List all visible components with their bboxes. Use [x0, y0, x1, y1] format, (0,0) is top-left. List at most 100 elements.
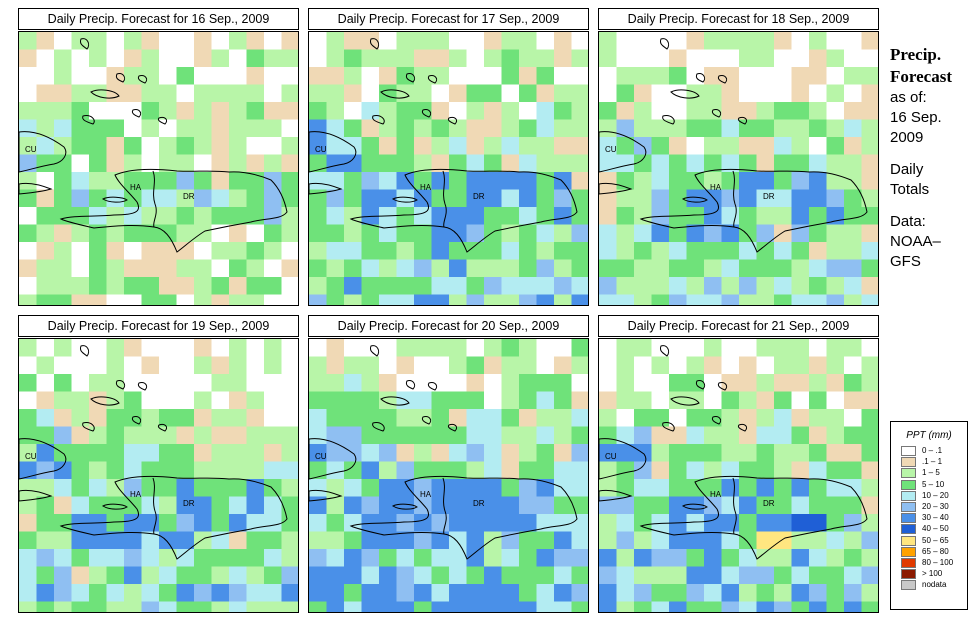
grid-cell	[379, 356, 397, 375]
bahamas-island	[370, 38, 380, 50]
grid-cell	[36, 242, 55, 260]
grid-cell	[396, 224, 415, 243]
grid-cell	[669, 172, 687, 190]
grid-cell	[19, 514, 37, 532]
grid-cell	[634, 391, 652, 410]
grid-cell	[686, 479, 705, 497]
grid-cell	[739, 549, 757, 567]
grid-cell	[159, 584, 177, 602]
grid-cell	[124, 277, 142, 295]
grid-cell	[536, 102, 555, 120]
grid-cell	[651, 479, 670, 497]
grid-cell	[36, 496, 55, 515]
grid-cell	[774, 479, 792, 497]
grid-cell	[466, 119, 485, 138]
grid-cell	[704, 374, 722, 392]
grid-cell	[89, 356, 107, 375]
grid-cell	[141, 444, 160, 462]
legend-item: 30 – 40	[891, 513, 967, 524]
grid-cell	[176, 426, 195, 445]
grid-cell	[704, 549, 722, 567]
legend-item: 0 – .1	[891, 446, 967, 457]
grid-cell	[246, 84, 265, 103]
caption-data: Data:	[890, 213, 926, 230]
grid-cell	[36, 137, 55, 155]
legend-label: 50 – 65	[922, 535, 949, 545]
grid-cell	[519, 339, 537, 357]
grid-cell	[431, 496, 450, 515]
bahamas-island	[447, 117, 458, 125]
grid-cell	[396, 102, 415, 120]
grid-cell	[756, 496, 775, 515]
grid-cell	[89, 479, 107, 497]
grid-cell	[124, 32, 142, 50]
grid-cell	[449, 339, 467, 357]
grid-cell	[571, 374, 588, 392]
grid-cell	[194, 277, 212, 295]
grid-cell	[54, 356, 72, 375]
grid-cell	[326, 224, 345, 243]
grid-cell	[36, 426, 55, 445]
grid-cell	[449, 224, 467, 243]
grid-cell	[264, 531, 282, 550]
grid-cell	[379, 172, 397, 190]
grid-cell	[89, 391, 107, 410]
grid-cell	[809, 479, 827, 497]
grid-cell	[106, 137, 125, 155]
grid-cell	[246, 67, 265, 85]
grid-cell	[396, 154, 415, 173]
legend-label: 65 – 80	[922, 546, 949, 556]
grid-cell	[414, 119, 432, 138]
grid-cell	[599, 119, 617, 138]
grid-cell	[861, 426, 878, 445]
grid-cell	[54, 549, 72, 567]
grid-cell	[571, 277, 588, 295]
grid-cell	[379, 49, 397, 68]
grid-cell	[844, 601, 862, 612]
grid-cell	[361, 242, 380, 260]
grid-cell	[686, 119, 705, 138]
legend-item: > 100	[891, 569, 967, 580]
grid-cell	[599, 549, 617, 567]
grid-cell	[599, 339, 617, 357]
grid-cell	[379, 242, 397, 260]
grid-cell	[449, 444, 467, 462]
grid-cell	[739, 172, 757, 190]
grid-cell	[809, 496, 827, 515]
grid-cell	[229, 461, 247, 480]
grid-cell	[484, 496, 502, 515]
grid-cell	[19, 566, 37, 585]
grid-cell	[71, 444, 90, 462]
grid-cell	[536, 426, 555, 445]
grid-cell	[501, 374, 520, 392]
grid-cell	[264, 461, 282, 480]
grid-cell	[124, 119, 142, 138]
grid-cell	[616, 356, 635, 375]
grid-cell	[809, 374, 827, 392]
grid-cell	[361, 566, 380, 585]
grid-cell	[176, 444, 195, 462]
grid-cell	[71, 496, 90, 515]
grid-cell	[536, 601, 555, 612]
grid-cell	[36, 32, 55, 50]
grid-cell	[721, 601, 740, 612]
legend-swatch	[901, 557, 916, 568]
grid-cell	[826, 339, 845, 357]
bahamas-island	[372, 422, 385, 432]
grid-cell	[634, 102, 652, 120]
grid-cell	[361, 224, 380, 243]
grid-cell	[211, 242, 230, 260]
grid-cell	[686, 224, 705, 243]
grid-cell	[616, 224, 635, 243]
grid-cell	[361, 67, 380, 85]
grid-cell	[466, 584, 485, 602]
grid-cell	[634, 189, 652, 208]
grid-cell	[124, 426, 142, 445]
grid-cell	[651, 549, 670, 567]
grid-cell	[536, 531, 555, 550]
grid-cell	[414, 259, 432, 278]
grid-cell	[704, 426, 722, 445]
grid-cell	[326, 207, 345, 225]
grid-cell	[211, 479, 230, 497]
grid-cell	[809, 444, 827, 462]
